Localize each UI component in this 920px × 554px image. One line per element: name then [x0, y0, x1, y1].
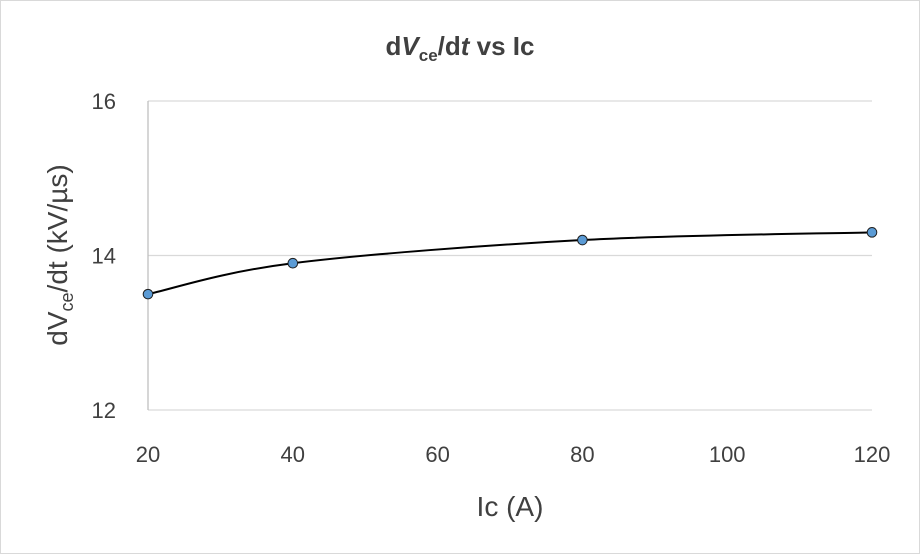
chart-title: dVce/dt vs Ic: [386, 31, 535, 65]
y-axis-label: dVce/dt (kV/µs): [42, 164, 77, 345]
chart-title-sub: ce: [419, 46, 438, 65]
y-tick-label: 14: [92, 244, 116, 269]
chart-title-pre: d: [386, 31, 402, 61]
grid: [148, 100, 872, 411]
y-tick-label: 12: [92, 398, 116, 423]
data-point: [142, 288, 154, 300]
x-tick-label: 120: [854, 442, 891, 467]
data-point: [577, 234, 588, 246]
x-tick-label: 60: [425, 442, 449, 467]
x-tick-label: 80: [570, 442, 594, 467]
x-tick-label: 100: [709, 442, 746, 467]
y-axis-label-pre: dV: [42, 311, 73, 346]
chart-title-mid: /d: [438, 31, 461, 61]
series-line: [147, 231, 873, 296]
chart-title-post: vs Ic: [469, 31, 534, 61]
y-axis-label-post: /dt (kV/µs): [42, 164, 73, 292]
chart-title-var: V: [401, 31, 421, 61]
x-tick-label: 40: [281, 442, 305, 467]
x-axis-label: Ic (A): [477, 491, 544, 522]
data-point: [287, 257, 299, 269]
data-point: [866, 227, 878, 238]
chart-title-var2: t: [461, 31, 471, 61]
x-tick-label: 20: [136, 442, 160, 467]
y-axis-label-sub: ce: [57, 292, 77, 311]
y-tick-label: 16: [92, 89, 116, 114]
series: [142, 227, 878, 300]
tick-labels: 12 14 16 20 40 60 80 100 120: [92, 89, 891, 467]
